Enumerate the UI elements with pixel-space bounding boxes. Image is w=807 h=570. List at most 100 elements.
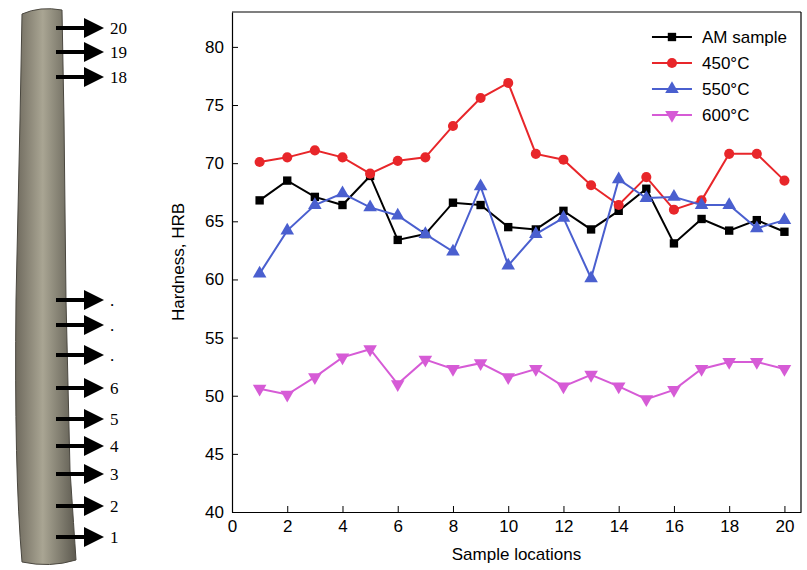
x-axis-title: Sample locations bbox=[452, 545, 581, 564]
tick-label: 55 bbox=[205, 329, 224, 348]
series-line bbox=[260, 349, 785, 399]
data-point bbox=[641, 172, 651, 182]
data-point bbox=[557, 382, 571, 394]
tick: 10 bbox=[499, 506, 518, 536]
tick-label: 70 bbox=[205, 154, 224, 173]
tick-label: 60 bbox=[205, 270, 224, 289]
location-label: 6 bbox=[110, 379, 119, 398]
location-arrow bbox=[56, 353, 100, 357]
data-point bbox=[669, 205, 679, 215]
data-point bbox=[391, 380, 405, 392]
data-point bbox=[752, 149, 762, 159]
data-point bbox=[338, 201, 346, 209]
data-point bbox=[365, 169, 375, 179]
tick-mark bbox=[342, 506, 343, 512]
data-point bbox=[504, 223, 512, 231]
axis-line bbox=[233, 512, 802, 513]
location-arrow bbox=[56, 50, 100, 54]
location-arrow bbox=[56, 298, 100, 302]
tick: 4 bbox=[338, 506, 347, 536]
sample-image: 201918...654321 bbox=[16, 9, 127, 565]
frame-right bbox=[800, 12, 801, 512]
series-line bbox=[260, 176, 785, 243]
data-point bbox=[557, 210, 571, 222]
legend-item: 600°C bbox=[652, 106, 749, 125]
data-point bbox=[310, 145, 320, 155]
location-arrow bbox=[56, 535, 100, 539]
tick-mark bbox=[729, 506, 730, 512]
tick-mark bbox=[232, 163, 238, 164]
data-point bbox=[780, 228, 788, 236]
tick-label: 18 bbox=[720, 517, 739, 536]
tick: 80 bbox=[205, 38, 238, 57]
tick-mark bbox=[232, 105, 238, 106]
location-label: 4 bbox=[110, 437, 119, 456]
data-point bbox=[448, 121, 458, 131]
tick-label: 4 bbox=[338, 517, 347, 536]
tick-mark bbox=[232, 454, 238, 455]
tick-mark bbox=[232, 221, 238, 222]
tick-label: 8 bbox=[449, 517, 458, 536]
data-point bbox=[640, 190, 654, 202]
data-point bbox=[336, 186, 350, 198]
data-point bbox=[280, 391, 294, 403]
data-point bbox=[695, 365, 709, 377]
data-point bbox=[750, 220, 764, 232]
tick-mark bbox=[674, 506, 675, 512]
frame-top bbox=[232, 11, 801, 12]
tick-label: 12 bbox=[554, 517, 573, 536]
legend-label: 600°C bbox=[702, 106, 749, 125]
data-point bbox=[558, 155, 568, 165]
legend-marker bbox=[668, 33, 676, 41]
data-point bbox=[476, 201, 484, 209]
data-point bbox=[501, 258, 515, 270]
legend-item: 550°C bbox=[652, 80, 749, 99]
data-point bbox=[725, 226, 733, 234]
location-label: . bbox=[110, 346, 114, 365]
data-point bbox=[446, 244, 460, 256]
legend-item: 450°C bbox=[652, 54, 749, 73]
data-point bbox=[308, 197, 322, 209]
location-label: 1 bbox=[110, 528, 119, 547]
location-arrow bbox=[56, 75, 100, 79]
data-point bbox=[531, 149, 541, 159]
data-point bbox=[391, 208, 405, 220]
data-point bbox=[446, 365, 460, 377]
tick-mark bbox=[784, 506, 785, 512]
data-point bbox=[253, 266, 267, 278]
data-point bbox=[283, 176, 291, 184]
data-point bbox=[695, 197, 709, 209]
data-point bbox=[722, 197, 736, 209]
y-axis-title: Hardness, HRB bbox=[169, 203, 188, 321]
y-axis: 404550556065707580 bbox=[205, 13, 238, 522]
data-point bbox=[670, 239, 678, 247]
legend-label: 550°C bbox=[702, 80, 749, 99]
tick-label: 45 bbox=[205, 445, 224, 464]
series-line bbox=[260, 179, 785, 278]
legend-item: AM sample bbox=[652, 28, 787, 47]
data-point bbox=[667, 189, 681, 201]
data-point bbox=[501, 373, 515, 385]
figure: 201918...6543210246810121416182040455055… bbox=[0, 0, 807, 570]
data-point bbox=[253, 385, 267, 397]
tick: 40 bbox=[205, 503, 238, 522]
legend-label: AM sample bbox=[702, 28, 787, 47]
data-point bbox=[640, 395, 654, 407]
data-point bbox=[449, 199, 457, 207]
data-point bbox=[476, 93, 486, 103]
tick-label: 20 bbox=[775, 517, 794, 536]
tick: 6 bbox=[393, 506, 402, 536]
tick: 20 bbox=[775, 506, 794, 536]
location-label: 3 bbox=[110, 465, 119, 484]
data-point bbox=[336, 353, 350, 365]
location-label: 18 bbox=[110, 68, 127, 87]
data-point bbox=[474, 179, 488, 191]
data-point bbox=[363, 200, 377, 212]
tick-label: 0 bbox=[228, 517, 237, 536]
data-point bbox=[308, 373, 322, 385]
tick: 70 bbox=[205, 154, 238, 173]
data-point bbox=[779, 176, 789, 186]
data-point bbox=[612, 172, 626, 184]
x-axis: 02468101214161820 bbox=[228, 506, 802, 536]
location-arrow bbox=[56, 444, 100, 448]
